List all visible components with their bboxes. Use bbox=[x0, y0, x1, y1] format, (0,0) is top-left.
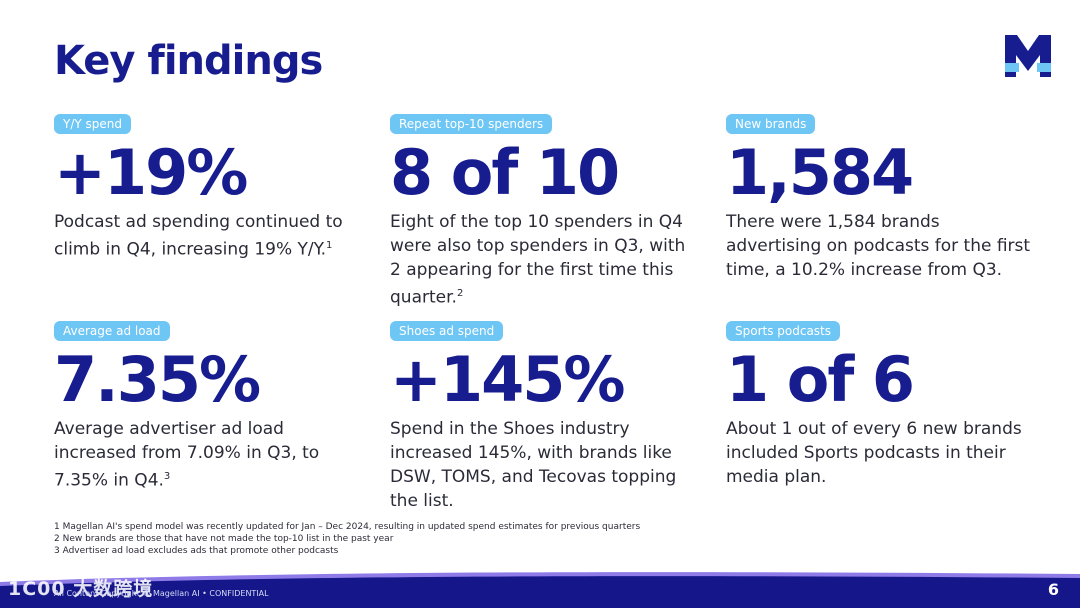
footnotes: 1 Magellan AI's spend model was recently… bbox=[54, 521, 640, 557]
magellan-logo bbox=[1005, 35, 1051, 77]
finding-card-new-brands: New brands 1,584 There were 1,584 brands… bbox=[726, 113, 1036, 282]
finding-value: +145% bbox=[390, 343, 626, 416]
finding-value: 1,584 bbox=[726, 136, 914, 209]
finding-value: +19% bbox=[54, 136, 248, 209]
finding-description: About 1 out of every 6 new brands includ… bbox=[726, 419, 1022, 487]
finding-value: 1 of 6 bbox=[726, 343, 915, 416]
page-number: 6 bbox=[1047, 580, 1059, 599]
finding-card-yy-spend: Y/Y spend +19% Podcast ad spending conti… bbox=[54, 113, 364, 262]
finding-description: Average advertiser ad load increased fro… bbox=[54, 419, 320, 491]
finding-card-ad-load: Average ad load 7.35% Average advertiser… bbox=[54, 320, 364, 493]
copyright-text: All Content Copyright © Magellan AI • CO… bbox=[54, 589, 269, 598]
footnote-ref: 3 bbox=[163, 471, 171, 482]
finding-description: Podcast ad spending continued to climb i… bbox=[54, 212, 343, 260]
finding-tag: New brands bbox=[726, 114, 816, 134]
page-title: Key findings bbox=[54, 38, 323, 84]
finding-value: 7.35% bbox=[54, 343, 261, 416]
watermark: 1C00 大数跨境 bbox=[8, 578, 154, 600]
finding-tag: Average ad load bbox=[54, 321, 170, 341]
finding-card-repeat-spenders: Repeat top-10 spenders 8 of 10 Eight of … bbox=[390, 113, 700, 310]
footnote-ref: 1 bbox=[325, 240, 333, 251]
finding-description: Eight of the top 10 spenders in Q4 were … bbox=[390, 212, 686, 308]
finding-tag: Repeat top-10 spenders bbox=[390, 114, 553, 134]
footnote-1: 1 Magellan AI's spend model was recently… bbox=[54, 522, 641, 532]
finding-tag: Shoes ad spend bbox=[390, 321, 504, 341]
finding-tag: Sports podcasts bbox=[726, 321, 841, 341]
finding-description: There were 1,584 brands advertising on p… bbox=[726, 212, 1031, 280]
footer-band bbox=[0, 572, 1080, 608]
footnote-ref: 2 bbox=[456, 288, 464, 299]
footnote-2: 2 New brands are those that have not mad… bbox=[54, 534, 394, 544]
finding-card-sports-podcasts: Sports podcasts 1 of 6 About 1 out of ev… bbox=[726, 320, 1036, 489]
finding-description: Spend in the Shoes industry increased 14… bbox=[390, 419, 677, 511]
finding-value: 8 of 10 bbox=[390, 136, 620, 209]
footnote-3: 3 Advertiser ad load excludes ads that p… bbox=[54, 546, 339, 556]
finding-card-shoes-spend: Shoes ad spend +145% Spend in the Shoes … bbox=[390, 320, 700, 513]
finding-tag: Y/Y spend bbox=[54, 114, 131, 134]
